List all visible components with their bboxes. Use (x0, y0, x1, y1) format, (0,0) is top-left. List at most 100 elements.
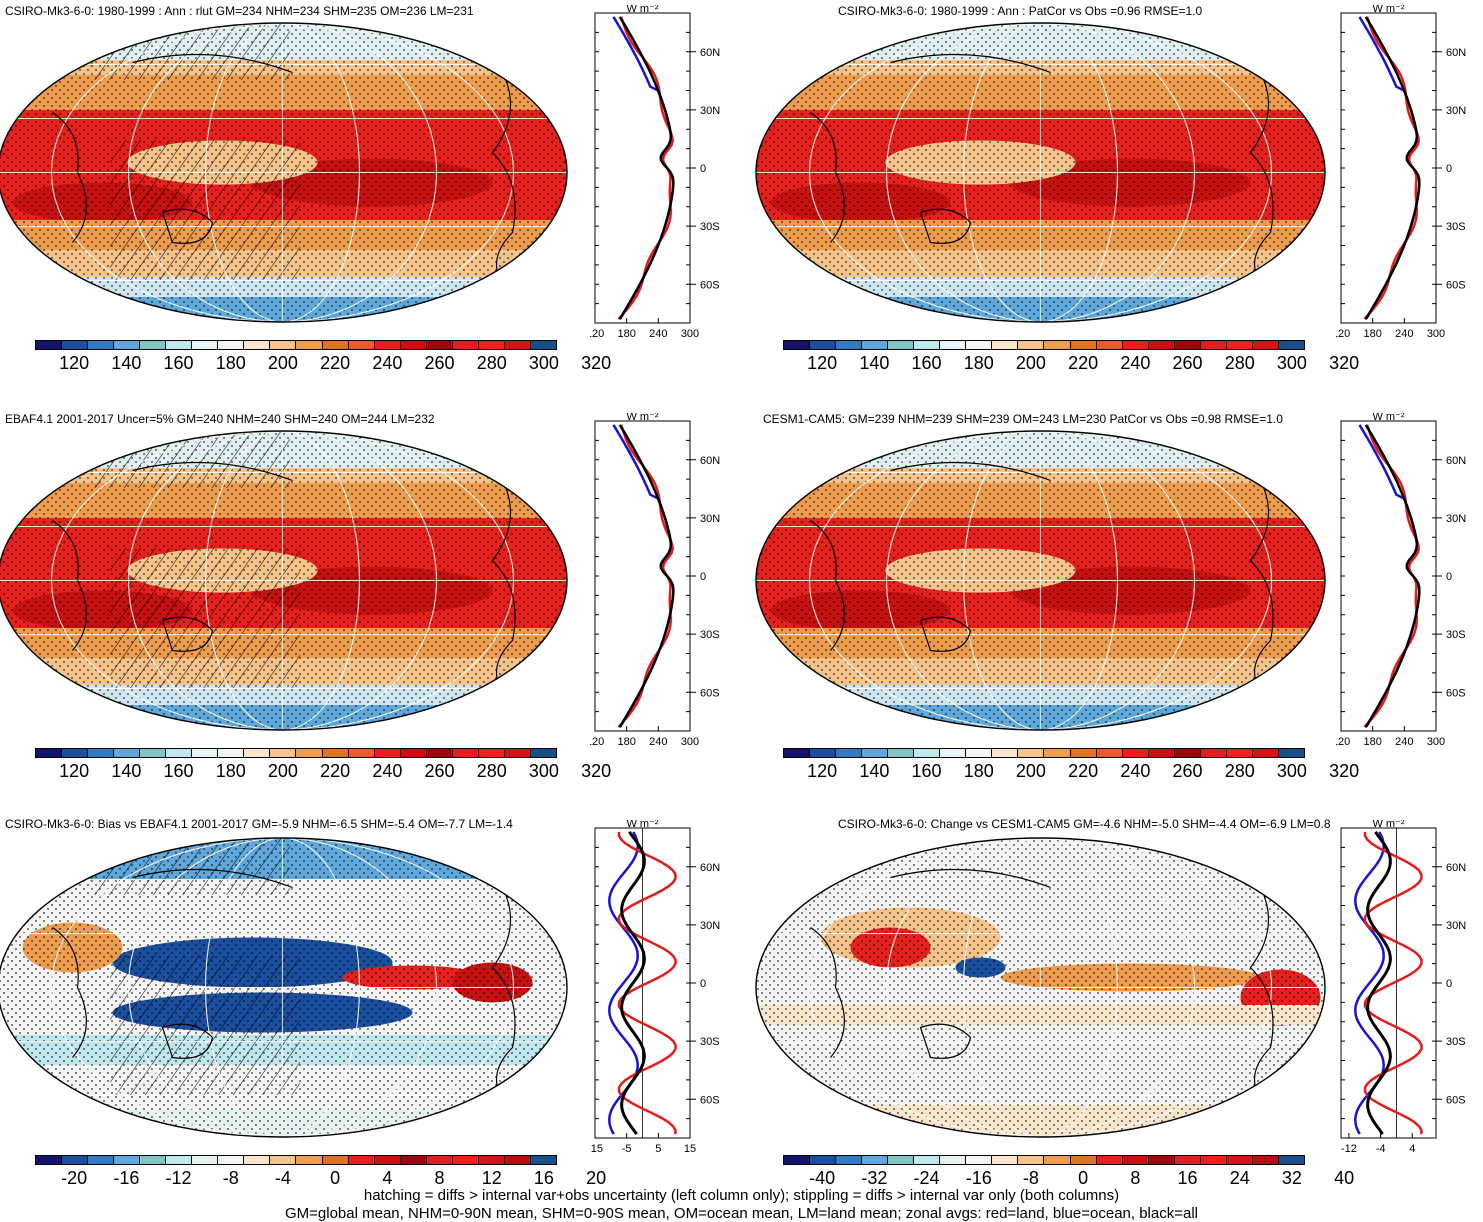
lat-label: 60N (1446, 47, 1466, 59)
world-map (748, 835, 1333, 1140)
panel-title: CSIRO-Mk3-6-0: Change vs CESM1-CAM5 GM=-… (838, 817, 1331, 831)
colorbar-swatch (1253, 1156, 1279, 1164)
colorbar-swatch (375, 341, 401, 349)
colorbar-tick-label: 120 (59, 353, 89, 374)
colorbar-swatch (114, 1156, 140, 1164)
colorbar-swatch (140, 1156, 166, 1164)
lat-label: 60S (1446, 279, 1466, 291)
colorbar-tick-label: 300 (1277, 761, 1307, 782)
colorbar-swatch (940, 749, 966, 757)
zonal-mean-plot: W m⁻²60N30N030S60S120180240300 (590, 413, 730, 753)
colorbar-swatch (966, 1156, 992, 1164)
zonal-tick-label: 240 (1395, 736, 1413, 748)
colorbar-swatch (349, 1156, 375, 1164)
colorbar-tick-label: 32 (1282, 1168, 1302, 1189)
colorbar-swatch (531, 749, 556, 757)
colorbar-swatch (1279, 1156, 1304, 1164)
colorbar-swatch (888, 341, 914, 349)
colorbar-swatch (888, 749, 914, 757)
world-map (0, 428, 575, 733)
lat-label: 60S (700, 687, 720, 699)
colorbar-tick-label: -24 (914, 1168, 940, 1189)
zonal-tick-label: 300 (1427, 328, 1445, 340)
lat-label: 0 (1446, 978, 1452, 990)
lat-label: 60S (1446, 687, 1466, 699)
colorbar-tick-label: 280 (1225, 353, 1255, 374)
zonal-curve (1366, 17, 1420, 319)
colorbar-swatch (784, 1156, 810, 1164)
colorbar-swatch (1149, 1156, 1175, 1164)
colorbar-swatch (192, 749, 218, 757)
colorbar-swatch (166, 1156, 192, 1164)
colorbar-swatch (1018, 749, 1044, 757)
panel-4: CESM1-CAM5: GM=239 NHM=239 SHM=239 OM=24… (748, 408, 1483, 808)
colorbar-tick-label: 220 (320, 353, 350, 374)
colorbar-swatch (505, 749, 531, 757)
colorbar-tick-label: 140 (859, 761, 889, 782)
colorbar-tick-label: 320 (581, 353, 611, 374)
colorbar-tick-label: 4 (382, 1168, 392, 1189)
zonal-units: W m⁻² (626, 413, 658, 423)
colorbar-tick-label: 240 (372, 353, 402, 374)
colorbar-swatch (270, 341, 296, 349)
colorbar-swatch (784, 749, 810, 757)
colorbar-tick-label: 300 (529, 761, 559, 782)
colorbar-swatch (166, 341, 192, 349)
colorbar-tick-label: 180 (964, 761, 994, 782)
colorbar-swatch (479, 1156, 505, 1164)
colorbar-swatch (1123, 1156, 1149, 1164)
colorbar-tick-label: 160 (912, 761, 942, 782)
colorbar-swatch (810, 749, 836, 757)
panel-3: EBAF4.1 2001-2017 Uncer=5% GM=240 NHM=24… (0, 408, 735, 808)
lat-label: 30S (700, 1036, 720, 1048)
colorbar-tick-label: 200 (1016, 353, 1046, 374)
colorbar-tick-label: 280 (477, 761, 507, 782)
colorbar-swatch (992, 1156, 1018, 1164)
panel-5: CSIRO-Mk3-6-0: Bias vs EBAF4.1 2001-2017… (0, 815, 735, 1215)
colorbar-swatch (166, 749, 192, 757)
colorbar-tick-label: 160 (912, 353, 942, 374)
zonal-tick-label: -5 (622, 1143, 632, 1155)
zonal-curve (620, 425, 674, 727)
colorbar-swatch (862, 749, 888, 757)
lat-label: 0 (700, 978, 706, 990)
lat-label: 30N (700, 513, 720, 525)
colorbar-swatch (62, 1156, 88, 1164)
zonal-curve (620, 17, 674, 319)
colorbar-swatch (62, 749, 88, 757)
zonal-tick-label: 240 (649, 736, 667, 748)
colorbar-tick-label: 20 (586, 1168, 606, 1189)
zonal-tick-label: 180 (617, 328, 635, 340)
colorbar-swatch (862, 341, 888, 349)
colorbar-tick-label: 16 (534, 1168, 554, 1189)
colorbar-swatch (505, 1156, 531, 1164)
world-map (0, 835, 575, 1140)
colorbar-swatch (218, 341, 244, 349)
colorbar-tick-label: 300 (529, 353, 559, 374)
colorbar-swatch (836, 341, 862, 349)
zonal-tick-label: 120 (590, 328, 604, 340)
colorbar-swatch (296, 341, 322, 349)
lat-label: 30S (700, 629, 720, 641)
colorbar-swatch (62, 341, 88, 349)
zonal-curve (1366, 425, 1420, 727)
colorbar-tick-label: -12 (166, 1168, 192, 1189)
colorbar-swatch (479, 341, 505, 349)
colorbar-swatch (862, 1156, 888, 1164)
colorbar-swatch (992, 749, 1018, 757)
colorbar-tick-label: -20 (61, 1168, 87, 1189)
lat-label: 30N (1446, 513, 1466, 525)
zonal-tick-label: 300 (681, 736, 699, 748)
colorbar-tick-label: 0 (330, 1168, 340, 1189)
zonal-tick-label: 180 (617, 736, 635, 748)
colorbar-swatch (323, 1156, 349, 1164)
lat-label: 0 (700, 571, 706, 583)
lat-label: 0 (1446, 163, 1452, 175)
zonal-tick-label: 120 (590, 736, 604, 748)
colorbar-tick-label: -16 (966, 1168, 992, 1189)
colorbar-swatch (88, 749, 114, 757)
colorbar-tick-label: 180 (216, 353, 246, 374)
world-map (0, 20, 575, 325)
colorbar-swatch (270, 1156, 296, 1164)
